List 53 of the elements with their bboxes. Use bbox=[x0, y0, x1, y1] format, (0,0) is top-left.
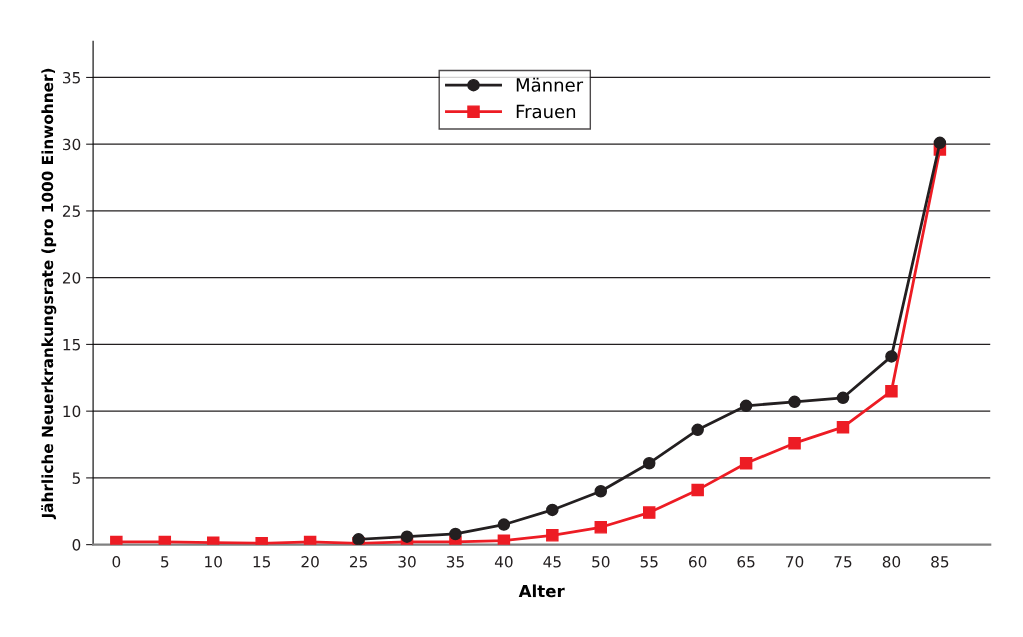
legend-label: Männer bbox=[516, 77, 584, 92]
y-tick-label: 30 bbox=[63, 138, 81, 151]
point bbox=[594, 484, 608, 498]
x-tick-label: 25 bbox=[349, 556, 367, 568]
x-tick-label: 55 bbox=[640, 556, 658, 568]
point bbox=[933, 136, 947, 150]
point bbox=[546, 503, 559, 517]
point bbox=[594, 521, 608, 534]
x-tick-label: 5 bbox=[161, 556, 169, 568]
x-tick-label: 10 bbox=[205, 556, 222, 568]
point bbox=[449, 527, 462, 541]
point bbox=[885, 384, 898, 398]
y-tick-label: 0 bbox=[72, 539, 81, 551]
x-tick-label: 70 bbox=[786, 556, 804, 568]
x-tick-label: 65 bbox=[737, 556, 755, 568]
point bbox=[546, 529, 559, 542]
point bbox=[497, 518, 511, 531]
point bbox=[885, 350, 898, 363]
x-tick-label: 15 bbox=[253, 556, 271, 568]
point bbox=[836, 420, 850, 434]
point bbox=[836, 391, 850, 405]
point bbox=[110, 535, 123, 545]
legend-label: Frauen bbox=[516, 104, 576, 119]
point bbox=[788, 436, 801, 450]
point bbox=[739, 399, 753, 413]
y-tick-label: 5 bbox=[72, 472, 80, 484]
x-tick-label: 35 bbox=[446, 556, 464, 568]
point bbox=[400, 530, 414, 543]
point bbox=[788, 395, 801, 409]
point bbox=[642, 456, 656, 470]
x-tick-label: 40 bbox=[494, 556, 513, 568]
x-tick-label: 60 bbox=[689, 556, 707, 568]
point bbox=[497, 534, 511, 545]
point bbox=[691, 423, 704, 437]
point bbox=[739, 456, 753, 470]
point bbox=[352, 533, 365, 545]
x-axis-title: Alter bbox=[518, 584, 565, 598]
x-tick-label: 80 bbox=[882, 556, 901, 568]
x-tick-label: 85 bbox=[931, 556, 949, 568]
point bbox=[691, 483, 704, 497]
y-tick-label: 15 bbox=[63, 339, 80, 351]
y-tick-label: 25 bbox=[62, 205, 80, 217]
y-tick-label: 20 bbox=[62, 272, 81, 284]
x-tick-label: 20 bbox=[301, 556, 319, 568]
x-tick-label: 50 bbox=[592, 556, 610, 568]
y-axis-title: Jährliche Neuerkrankungsrate (pro 1000 Einwohner) bbox=[41, 68, 57, 520]
x-tick-label: 30 bbox=[398, 556, 416, 568]
point bbox=[642, 506, 656, 519]
x-tick-label: 45 bbox=[543, 556, 561, 568]
y-tick-label: 10 bbox=[63, 405, 81, 418]
y-tick-label: 35 bbox=[63, 71, 80, 84]
x-tick-label: 0 bbox=[112, 556, 121, 568]
x-tick-label: 75 bbox=[834, 556, 852, 568]
